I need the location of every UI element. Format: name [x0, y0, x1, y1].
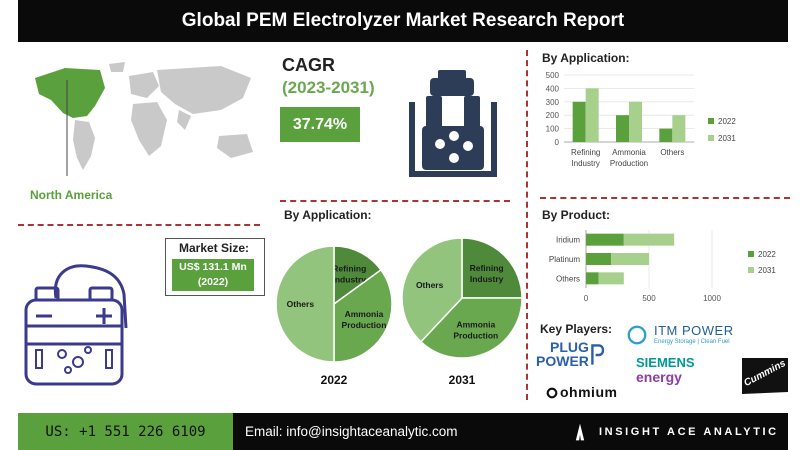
- bar-segment: [586, 233, 624, 246]
- itm-power-tagline: Energy Storage | Clean Fuel: [654, 339, 730, 345]
- y-tick-label: 0: [555, 138, 560, 147]
- plug-power-p-icon: [591, 344, 605, 365]
- y-tick-label: Others: [556, 274, 580, 283]
- ohmium-logo-text: ohmium: [560, 384, 618, 400]
- market-size-label: Market Size:: [178, 241, 250, 255]
- pie-slice: [333, 268, 393, 363]
- legend-label: 2022: [758, 250, 776, 259]
- footer-email[interactable]: Email: info@insightaceanalytic.com: [233, 413, 563, 450]
- x-tick-label: Ammonia Production: [610, 148, 648, 168]
- ohmium-dot-icon: [546, 387, 558, 399]
- cummins-logo: Cummins: [738, 352, 792, 400]
- bar: [629, 101, 642, 142]
- pie-slice: [333, 245, 382, 306]
- pie-year-label: 2031: [449, 373, 476, 387]
- bar-segment: [586, 272, 599, 285]
- pie-slice: [401, 237, 463, 343]
- plug-power-logo-line1: PLUG: [550, 339, 589, 355]
- bar: [616, 115, 629, 142]
- itm-power-name: ITM POWER: [654, 323, 734, 338]
- pie-slice-label: Refining Industry: [332, 264, 366, 285]
- pie-slice-label: Ammonia Production: [453, 319, 498, 340]
- bar-segment: [586, 253, 612, 265]
- y-tick-label: 300: [546, 98, 560, 107]
- divider: [526, 50, 528, 400]
- bar: [672, 115, 686, 142]
- divider: [280, 200, 510, 202]
- electrolyzer-icon: [409, 70, 497, 177]
- ohmium-logo: ohmium: [546, 384, 636, 402]
- x-tick-label: 1000: [703, 294, 721, 303]
- divider: [18, 224, 260, 226]
- siemens-energy-logo: SIEMENS energy: [636, 356, 708, 388]
- plug-power-logo-line2: POWER: [536, 353, 589, 369]
- itm-power-circle-icon: [627, 325, 647, 345]
- siemens-logo-line2: energy: [636, 369, 682, 385]
- y-tick-label: 200: [546, 111, 560, 120]
- pie-slice: [275, 245, 335, 363]
- market-size-value: US$ 131.1 Mn (2022): [172, 259, 254, 291]
- pie-slice-label: Ammonia Production: [342, 309, 387, 330]
- x-tick-label: Others: [660, 148, 684, 157]
- legend-label: 2031: [758, 266, 776, 275]
- bar-segment: [611, 253, 649, 265]
- x-tick-label: 0: [584, 294, 589, 303]
- cagr-value: 37.74%: [280, 107, 360, 142]
- bar: [585, 88, 599, 142]
- y-tick-label: 400: [546, 84, 560, 93]
- bar-app-title: By Application:: [542, 51, 630, 65]
- plug-power-logo: PLUG POWER: [536, 340, 608, 374]
- legend-label: 2022: [718, 117, 736, 126]
- y-tick-label: 500: [546, 71, 560, 80]
- legend-label: 2031: [718, 134, 736, 143]
- legend-swatch: [708, 135, 714, 141]
- battery-icon: [24, 264, 128, 386]
- siemens-logo-line1: SIEMENS: [636, 355, 695, 370]
- pie-section-title: By Application:: [284, 208, 372, 222]
- footer-brand: INSIGHT ACE ANALYTIC: [563, 413, 788, 450]
- x-tick-label: 500: [642, 294, 656, 303]
- region-label: North America: [30, 188, 113, 202]
- cagr-title: CAGR: [282, 55, 335, 75]
- application-bar-chart: 0 100 200 300 400 500 Refining Industry Ammonia P…: [546, 71, 737, 168]
- report-title: Global PEM Electrolyzer Market Research …: [18, 0, 788, 42]
- key-players-title: Key Players:: [540, 322, 613, 336]
- y-tick-label: Iridium: [556, 236, 580, 245]
- y-tick-label: Platinum: [549, 255, 580, 264]
- bar-segment: [623, 233, 675, 246]
- market-size-amount: US$ 131.1 Mn: [179, 261, 247, 273]
- footer-phone[interactable]: US: +1 551 226 6109: [18, 413, 233, 450]
- pie-year-label: 2022: [321, 373, 348, 387]
- cagr-period: (2023-2031): [282, 78, 375, 97]
- pie-slice: [419, 297, 523, 359]
- world-map: [35, 62, 253, 176]
- pie-slice: [461, 237, 523, 299]
- itm-power-logo: ITM POWER Energy Storage | Clean Fuel: [626, 322, 738, 354]
- bar: [659, 128, 673, 142]
- y-tick-label: 100: [546, 125, 560, 134]
- market-size-frame: [165, 238, 265, 296]
- legend-swatch: [748, 267, 754, 273]
- bar-prod-title: By Product:: [542, 208, 611, 222]
- legend-swatch: [708, 118, 714, 124]
- market-size-year: (2022): [197, 276, 229, 288]
- x-tick-label: Refining Industry: [571, 148, 600, 168]
- product-bar-chart: 0 500 1000 Iridium Platinum Others 2022 2031: [549, 230, 776, 303]
- application-pie-charts: Refining Industry Ammonia Production Others 2…: [275, 237, 523, 387]
- brand-name: INSIGHT ACE ANALYTIC: [599, 425, 779, 438]
- pie-slice-label: Refining Industry: [470, 263, 504, 284]
- brand-mark-icon: [575, 423, 585, 440]
- bar-segment: [598, 272, 624, 285]
- legend-swatch: [748, 251, 754, 257]
- bar: [572, 101, 586, 142]
- divider: [540, 197, 790, 199]
- cummins-badge-icon: [742, 358, 788, 394]
- pie-slice-label: Others: [416, 280, 444, 290]
- pie-slice-label: Others: [287, 299, 315, 309]
